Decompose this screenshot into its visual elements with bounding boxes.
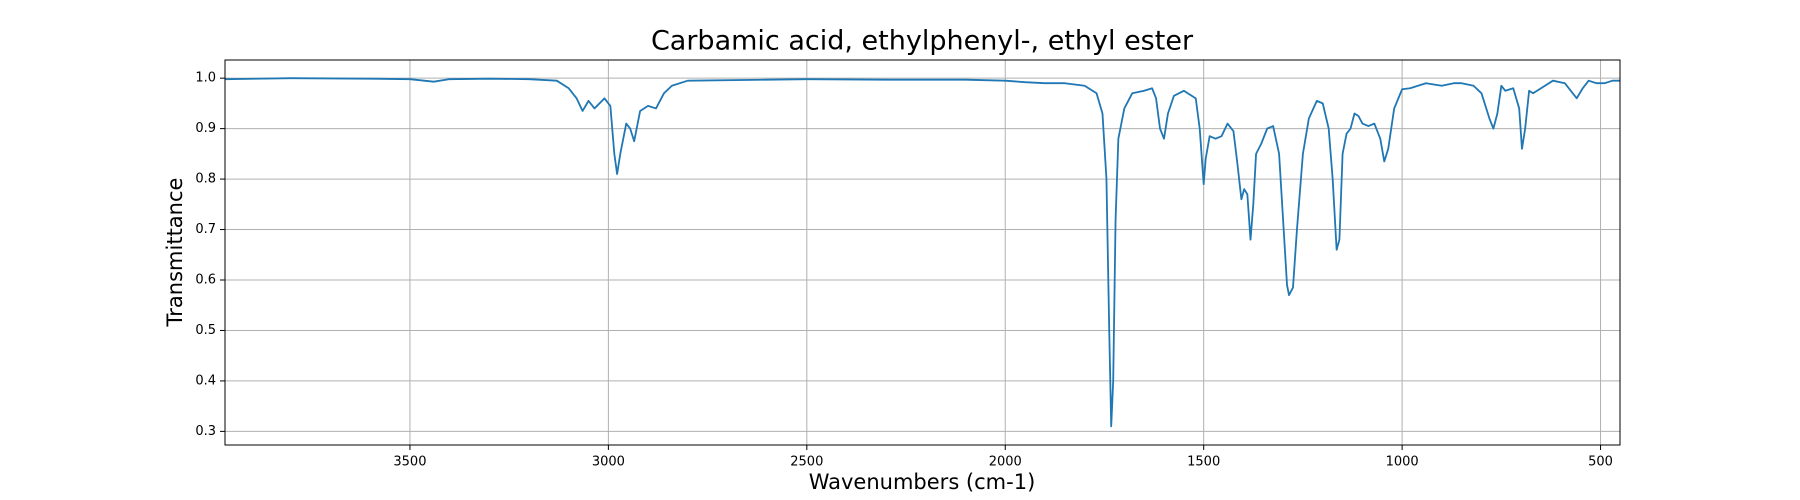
x-tick-label: 1500 xyxy=(1187,455,1220,470)
y-tick-label: 0.4 xyxy=(195,373,216,388)
x-tick-label: 3500 xyxy=(393,455,426,470)
chart-title: Carbamic acid, ethylphenyl-, ethyl ester xyxy=(651,26,1194,57)
plot-frame xyxy=(224,59,1621,446)
x-tick-label: 3000 xyxy=(592,455,625,470)
y-tick-label: 0.6 xyxy=(195,273,216,288)
y-tick-label: 1.0 xyxy=(195,71,216,86)
plot-area xyxy=(225,77,1620,428)
grid xyxy=(225,60,1620,445)
x-tick-label: 2000 xyxy=(989,455,1022,470)
y-tick-label: 0.7 xyxy=(195,222,216,237)
spectrum-line xyxy=(225,77,1620,428)
y-tick-label: 0.3 xyxy=(195,424,216,439)
x-tick-label: 1000 xyxy=(1386,455,1419,470)
y-tick-label: 0.9 xyxy=(195,121,216,136)
y-tick-label: 0.8 xyxy=(195,172,216,187)
x-tick-label: 2500 xyxy=(790,455,823,470)
ticks: 0.3 0.4 0.5 0.6 0.7 0.8 0.9 1.0 3500 3000 2500 2000… xyxy=(195,71,1613,470)
y-tick-label: 0.5 xyxy=(195,323,216,338)
y-axis-label: Transmittance xyxy=(163,178,187,328)
x-tick-label: 500 xyxy=(1588,455,1613,470)
x-axis-label: Wavenumbers (cm-1) xyxy=(809,470,1036,494)
